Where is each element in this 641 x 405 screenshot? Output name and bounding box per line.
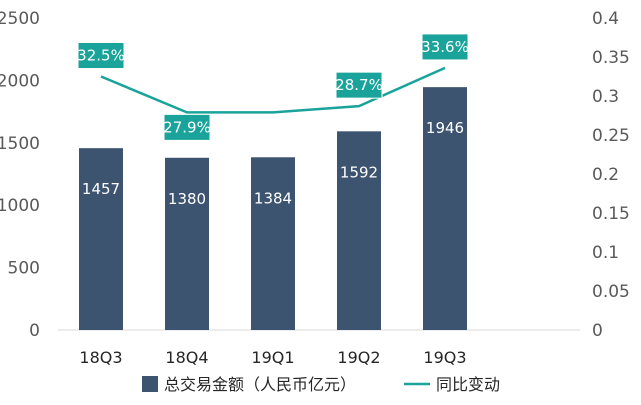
y-axis-tick-label: 1000 <box>0 196 40 216</box>
line-value-label-box <box>77 42 125 69</box>
y2-axis-tick-label: 0.1 <box>592 243 619 263</box>
y-axis-tick-label: 1500 <box>0 134 40 154</box>
line-value-label: 33.6% <box>421 38 469 56</box>
x-axis-tick-label: 19Q3 <box>423 348 466 367</box>
bar-value-label: 1592 <box>340 163 378 181</box>
line-value-label: 27.9% <box>163 118 211 136</box>
legend-swatch-bar <box>142 376 158 392</box>
bar <box>251 157 295 330</box>
y2-axis-tick-label: 0.35 <box>592 48 630 68</box>
y-axis-tick-label: 2500 <box>0 9 40 29</box>
legend-label: 同比变动 <box>436 375 500 394</box>
line-value-label-box <box>421 33 469 61</box>
x-axis-tick-label: 18Q4 <box>165 348 208 367</box>
y2-axis-tick-label: 0.3 <box>592 87 619 107</box>
legend-label: 总交易金额（人民币亿元） <box>164 375 356 394</box>
y2-axis-tick-label: 0.05 <box>592 282 630 302</box>
line-value-label-box <box>163 113 211 141</box>
x-axis-tick-label: 19Q2 <box>337 348 380 367</box>
y-axis-tick-label: 500 <box>8 259 40 279</box>
y-axis-tick-label: 2000 <box>0 71 40 91</box>
line-value-label-box <box>335 71 383 99</box>
bar <box>165 157 209 330</box>
yoy-line <box>100 66 446 114</box>
line-value-label: 28.7% <box>335 76 383 94</box>
bar <box>337 131 381 330</box>
bar-value-label: 1380 <box>168 190 206 208</box>
bar-value-label: 1946 <box>426 119 464 137</box>
y2-axis-tick-label: 0.15 <box>592 204 630 224</box>
bar-value-label: 1457 <box>82 180 120 198</box>
x-axis-tick-label: 19Q1 <box>251 348 294 367</box>
y2-axis-tick-label: 0.4 <box>592 9 619 29</box>
y2-axis-tick-label: 0.2 <box>592 165 619 185</box>
bar <box>79 148 123 330</box>
y-axis-tick-label: 0 <box>29 321 40 341</box>
y2-axis-tick-label: 0 <box>592 321 603 341</box>
line-value-label: 32.5% <box>77 47 125 65</box>
x-axis-tick-label: 18Q3 <box>79 348 122 367</box>
bar <box>423 87 467 331</box>
bar-value-label: 1384 <box>254 189 292 207</box>
y2-axis-tick-label: 0.25 <box>592 126 630 146</box>
